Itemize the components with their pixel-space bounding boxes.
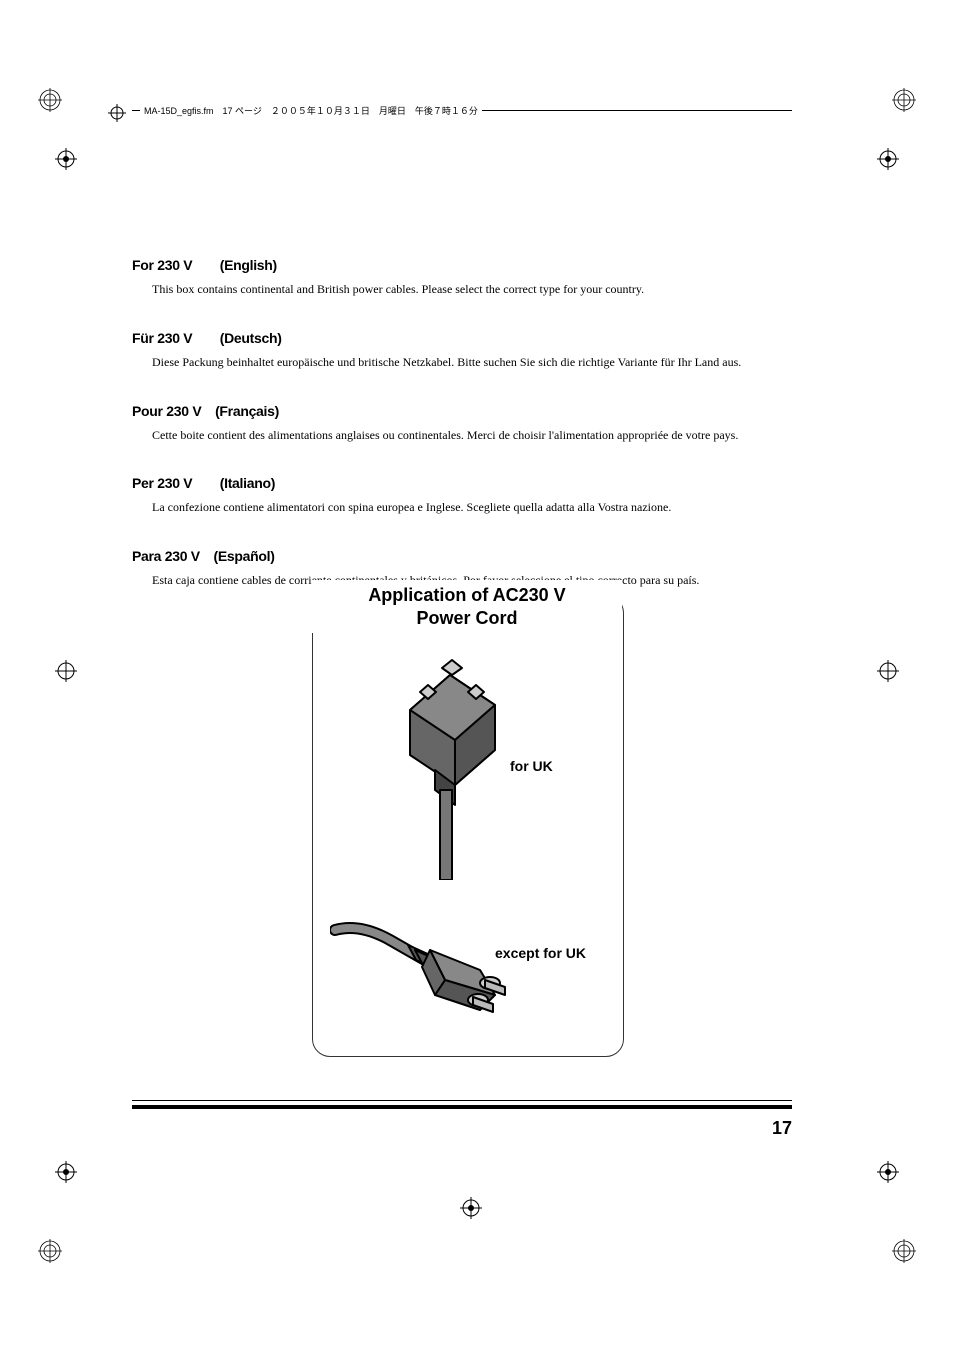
section-italiano: Per 230 V (Italiano) La confezione conti… [132, 473, 792, 516]
crop-mark-top-right [892, 88, 916, 112]
diagram-title-line2: Power Cord [416, 608, 517, 628]
section-title: For 230 V (English) [132, 255, 792, 275]
page-number: 17 [772, 1118, 792, 1139]
uk-plug-icon [380, 650, 520, 880]
crop-mark-top-left [38, 88, 62, 112]
section-title: Für 230 V (Deutsch) [132, 328, 792, 348]
section-body: This box contains continental and Britis… [152, 281, 792, 298]
section-francais: Pour 230 V (Français) Cette boite contie… [132, 401, 792, 444]
diagram-title-line1: Application of AC230 V [368, 585, 565, 605]
section-body: La confezione contiene alimentatori con … [152, 499, 792, 516]
registration-mark-icon [877, 1161, 899, 1183]
registration-mark-icon [55, 660, 77, 682]
section-body: Diese Packung beinhaltet europäische und… [152, 354, 792, 371]
section-title: Per 230 V (Italiano) [132, 473, 792, 493]
eu-plug-label: except for UK [495, 945, 586, 961]
footer-rule-thin [132, 1100, 792, 1101]
registration-mark-icon [55, 148, 77, 170]
uk-plug-label: for UK [510, 758, 553, 774]
registration-mark-icon [460, 1197, 482, 1219]
section-deutsch: Für 230 V (Deutsch) Diese Packung beinha… [132, 328, 792, 371]
registration-mark-icon [55, 1161, 77, 1183]
header-filename: MA-15D_egfis.fm 17 ページ ２００５年１０月３１日 月曜日 午… [140, 104, 482, 117]
registration-mark-icon [108, 104, 126, 122]
section-english: For 230 V (English) This box contains co… [132, 255, 792, 298]
footer-rule [132, 1105, 792, 1109]
crop-mark-bottom-left [38, 1239, 62, 1263]
section-title: Pour 230 V (Français) [132, 401, 792, 421]
crop-mark-bottom-right [892, 1239, 916, 1263]
section-body: Cette boite contient des alimentations a… [152, 427, 792, 444]
registration-mark-icon [877, 660, 899, 682]
section-title: Para 230 V (Español) [132, 546, 792, 566]
main-content: For 230 V (English) This box contains co… [132, 255, 792, 619]
diagram-title: Application of AC230 V Power Cord [312, 580, 622, 633]
registration-mark-icon [877, 148, 899, 170]
